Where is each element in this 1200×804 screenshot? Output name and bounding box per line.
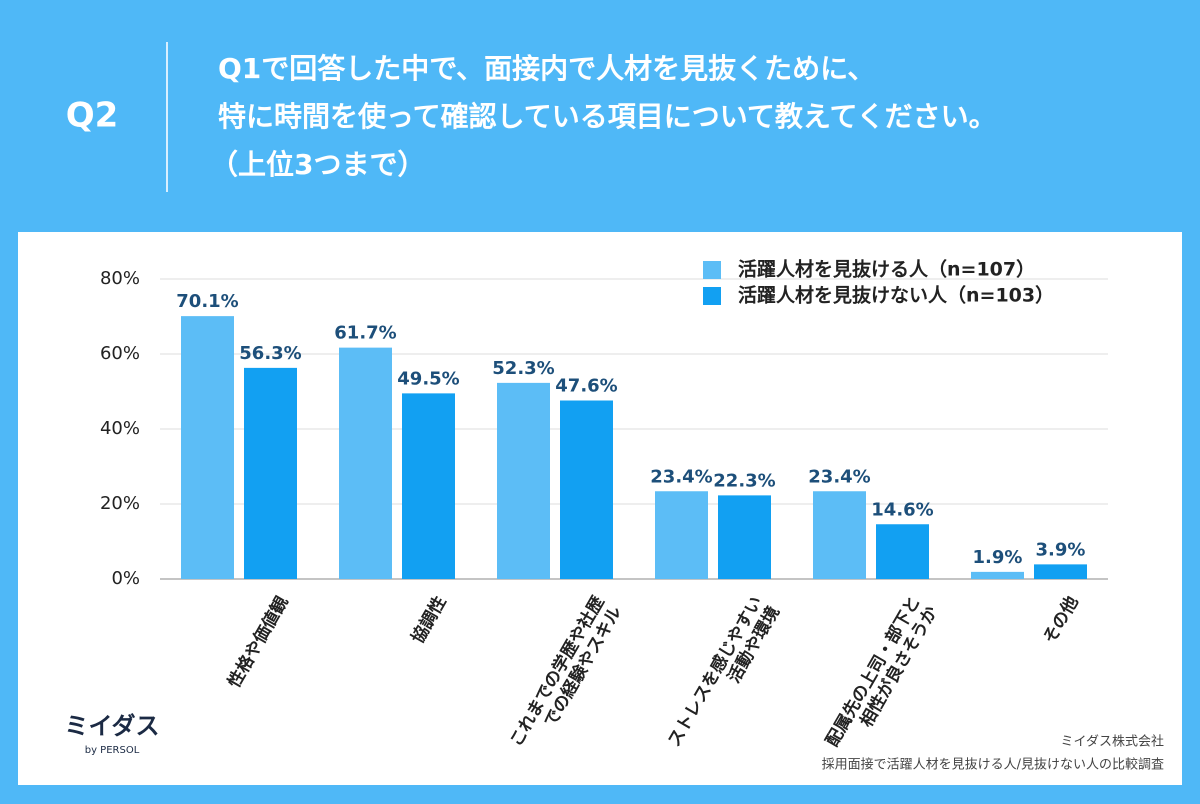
value-label: 49.5%: [397, 368, 459, 389]
bar: [339, 347, 392, 579]
value-label: 14.6%: [871, 499, 933, 520]
legend-swatch: [703, 287, 721, 305]
value-label: 56.3%: [239, 343, 301, 364]
bar: [718, 495, 771, 579]
bar: [655, 491, 708, 579]
bar: [813, 491, 866, 579]
logo-sub: by PERSOL: [85, 745, 140, 756]
bar: [560, 400, 613, 579]
value-label: 23.4%: [650, 466, 712, 487]
bar: [497, 382, 550, 579]
value-label: 3.9%: [1036, 539, 1086, 560]
legend-label: 活躍人材を見抜ける人（n=107）: [738, 258, 1035, 281]
question-line: Q1で回答した中で、面接内で人材を見抜くために、: [218, 52, 875, 85]
bar: [971, 571, 1024, 579]
bar: [1034, 564, 1087, 579]
survey-note: 採用面接で活躍人材を見抜ける人/見抜けない人の比較調査: [822, 757, 1164, 773]
value-label: 52.3%: [492, 358, 554, 379]
question-number: Q2: [66, 96, 119, 136]
value-label: 61.7%: [334, 323, 396, 344]
value-label: 70.1%: [176, 291, 238, 312]
y-tick-label: 20%: [100, 493, 140, 514]
logo: ミイダス: [64, 712, 159, 740]
value-label: 22.3%: [713, 470, 775, 491]
bar: [876, 524, 929, 579]
legend-label: 活躍人材を見抜けない人（n=103）: [738, 284, 1054, 307]
legend-swatch: [703, 261, 721, 279]
question-line: （上位3つまで）: [210, 148, 425, 181]
y-tick-label: 40%: [100, 418, 140, 439]
value-label: 1.9%: [973, 547, 1023, 568]
value-label: 47.6%: [555, 376, 617, 397]
bar: [402, 393, 455, 579]
y-tick-label: 80%: [100, 268, 140, 289]
question-line: 特に時間を使って確認している項目について教えてください。: [218, 100, 997, 133]
value-label: 23.4%: [808, 466, 870, 487]
y-tick-label: 0%: [111, 568, 140, 589]
y-tick-label: 60%: [100, 343, 140, 364]
bar: [244, 367, 297, 579]
bar: [181, 316, 234, 579]
company: ミイダス株式会社: [1061, 734, 1164, 750]
